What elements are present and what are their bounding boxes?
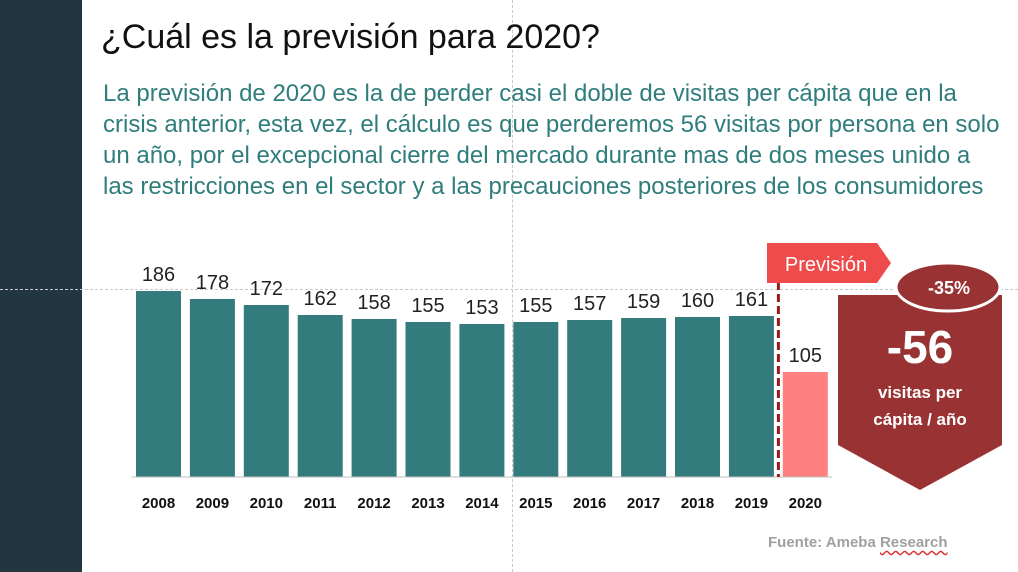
data-label-2008: 186 [142, 264, 175, 286]
tick-label-2017: 2017 [627, 495, 660, 512]
tick-label-2011: 2011 [304, 495, 337, 512]
guide-line-horizontal [0, 289, 1018, 290]
bar-2008 [136, 291, 181, 477]
subtitle-text: La previsión de 2020 es la de perder cas… [103, 80, 1000, 200]
bar-2014 [459, 324, 505, 477]
percent-badge [894, 261, 1002, 313]
tick-label-2008: 2008 [142, 495, 175, 512]
bar-2012 [351, 319, 397, 477]
source-underlined: Research [879, 534, 948, 551]
source-prefix: Fuente: Ameba [768, 534, 880, 551]
percent-badge-label: -35% [928, 278, 970, 298]
tick-label-2019: 2019 [735, 495, 768, 512]
data-label-2009: 178 [196, 272, 229, 294]
data-label-2016: 157 [573, 293, 606, 315]
bar-2017 [621, 318, 667, 477]
data-label-2017: 159 [627, 291, 660, 313]
data-label-2010: 172 [250, 278, 283, 300]
bar-2020 [782, 372, 828, 477]
data-label-2018: 160 [681, 290, 714, 312]
bar-2010 [243, 305, 289, 477]
tick-label-2009: 2009 [196, 495, 229, 512]
tick-label-2014: 2014 [465, 495, 499, 512]
source-note: Fuente: Ameba Research [768, 534, 948, 551]
bar-2011 [297, 315, 343, 477]
bar-2019 [728, 316, 774, 477]
change-unit-line2: cápita / año [873, 410, 967, 429]
tick-label-2016: 2016 [573, 495, 606, 512]
bar-2016 [567, 320, 613, 477]
tick-label-2015: 2015 [519, 495, 552, 512]
data-label-2015: 155 [519, 295, 552, 317]
forecast-tag [767, 243, 891, 283]
bar-2009 [189, 299, 235, 477]
data-label-2013: 155 [411, 295, 444, 317]
data-label-2020: 105 [789, 345, 822, 367]
tick-label-2010: 2010 [250, 495, 283, 512]
tick-label-2013: 2013 [411, 495, 444, 512]
change-unit-line1: visitas per [878, 383, 962, 402]
tick-label-2012: 2012 [357, 495, 390, 512]
bar-2018 [675, 317, 720, 477]
change-value: -56 [887, 321, 953, 373]
data-label-2012: 158 [357, 292, 390, 314]
data-label-2014: 153 [465, 297, 498, 319]
tick-label-2018: 2018 [681, 495, 714, 512]
guide-line-vertical [512, 0, 513, 572]
page-title: ¿Cuál es la previsión para 2020? [101, 18, 600, 56]
side-bar [0, 0, 82, 572]
data-label-2011: 162 [304, 288, 337, 310]
change-callout [838, 295, 1002, 490]
tick-label-2020: 2020 [789, 495, 822, 512]
bar-2013 [405, 322, 451, 477]
bar-2015 [513, 322, 559, 477]
forecast-tag-label: Previsión [785, 254, 867, 276]
data-label-2019: 161 [735, 289, 768, 311]
